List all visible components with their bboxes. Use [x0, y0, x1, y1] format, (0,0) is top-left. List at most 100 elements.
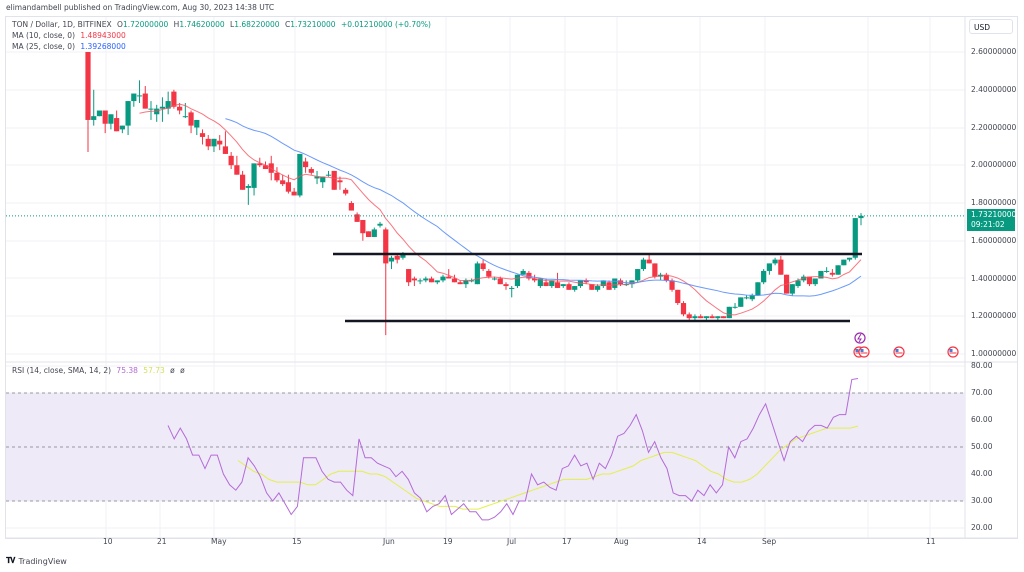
ma25-label: MA (25, close, 0) [12, 42, 76, 51]
candle-body [497, 278, 503, 285]
candle-body [308, 169, 314, 173]
candle-body [411, 278, 417, 281]
rsi-line [167, 378, 859, 521]
candle-body [125, 101, 131, 126]
open-value: 1.72000000 [122, 20, 169, 29]
rsi-value: 75.38 [116, 366, 138, 375]
candle-body [446, 276, 452, 279]
time-tick-label: 19 [443, 537, 453, 546]
candle-body [480, 263, 486, 270]
candle-body [789, 284, 795, 294]
high-label: H [173, 20, 180, 29]
candle-body [652, 263, 658, 277]
flag-canton [949, 349, 953, 352]
candle-body [589, 284, 595, 290]
tradingview-brand: TradingView [18, 556, 67, 566]
time-tick-label: 11 [926, 537, 936, 546]
tradingview-logo[interactable]: 𝐓𝐕 TradingView [6, 556, 67, 566]
candle-body [348, 203, 354, 211]
candle-body [663, 274, 669, 281]
candle-body [509, 287, 515, 289]
symbol-title[interactable]: TON / Dollar, 1D, BITFINEX [12, 20, 112, 29]
candle-body [491, 278, 498, 280]
candle-body [96, 110, 103, 117]
candle-body [377, 223, 383, 226]
candle-body [400, 253, 406, 258]
candle-body [709, 316, 715, 319]
time-tick-label: 21 [157, 537, 167, 546]
candle-body [749, 295, 755, 300]
candle-body [159, 106, 166, 109]
candle-body [165, 101, 171, 109]
candle-body [360, 219, 366, 234]
currency-button[interactable]: USD [969, 19, 1013, 34]
candle-body [211, 138, 217, 147]
candle-body [835, 265, 841, 275]
candle-body [646, 259, 652, 264]
candle-body [102, 110, 108, 124]
candle-body [274, 172, 280, 181]
candle-body [703, 316, 709, 319]
ma10-legend[interactable]: MA (10, close, 0) 1.48943000 [12, 31, 129, 40]
candle-body [612, 278, 618, 288]
candle-body [262, 165, 269, 170]
candle-body [114, 118, 120, 132]
time-tick-label: May [211, 537, 227, 546]
candle-body [463, 280, 469, 285]
candle-body [806, 276, 813, 285]
candle-body [761, 270, 767, 283]
candle-body [566, 284, 572, 290]
candle-body [199, 133, 206, 137]
candle-body [131, 93, 137, 102]
candle-body [812, 278, 818, 285]
candle-body [228, 155, 234, 166]
candle-body [388, 257, 395, 262]
open-label: O [117, 20, 123, 29]
candle-body [766, 263, 772, 271]
candle-body [108, 114, 114, 124]
candle-body [91, 116, 97, 120]
candle-body [257, 163, 263, 166]
candle-body [846, 257, 853, 260]
ma25-legend[interactable]: MA (25, close, 0) 1.39268000 [12, 42, 129, 51]
candle-body [726, 306, 732, 319]
ma10-value: 1.48943000 [80, 31, 126, 40]
time-tick-label: Aug [614, 537, 629, 546]
time-tick-label: Jun [383, 537, 395, 546]
candle-body [692, 316, 698, 319]
price-tick-label: 2.20000000 [971, 122, 1017, 132]
candle-body [537, 278, 543, 287]
candle-body [595, 286, 601, 290]
time-tick-label: 10 [103, 537, 113, 546]
candle-body [743, 297, 750, 299]
rsi-legend[interactable]: RSI (14, close, SMA, 14, 2) 75.38 57.73 … [12, 366, 188, 375]
candle-body [194, 119, 200, 128]
candle-body [142, 93, 148, 109]
candle-body [423, 278, 429, 281]
rsi-label: RSI (14, close, SMA, 14, 2) [12, 366, 112, 375]
bar-countdown: 09:21:02 [971, 220, 1005, 229]
candle-body [549, 280, 555, 287]
candle-body [337, 180, 343, 183]
rsi-tick-label: 70.00 [971, 388, 993, 397]
candle-body [486, 270, 492, 277]
candle-body [119, 125, 125, 130]
price-tick-label: 2.60000000 [971, 47, 1017, 56]
price-tick-label: 1.60000000 [971, 235, 1017, 245]
candle-body [136, 95, 143, 97]
candle-body [371, 229, 377, 237]
candle-body [560, 284, 566, 287]
last-price-value: 1.73210000 [971, 210, 1017, 219]
time-tick-label: Jul [507, 537, 517, 546]
rsi-ma-line [237, 425, 859, 510]
candle-body [314, 176, 320, 179]
ma25-line [225, 118, 862, 297]
change-value: +0.01210000 (+0.70%) [340, 20, 431, 29]
candle-body [532, 278, 538, 281]
price-tick-label: 2.00000000 [971, 160, 1017, 170]
high-value: 1.74620000 [179, 20, 225, 29]
symbol-legend: TON / Dollar, 1D, BITFINEX O1.72000000 H… [12, 20, 434, 29]
candle-body [514, 274, 521, 287]
candle-body [583, 280, 589, 283]
